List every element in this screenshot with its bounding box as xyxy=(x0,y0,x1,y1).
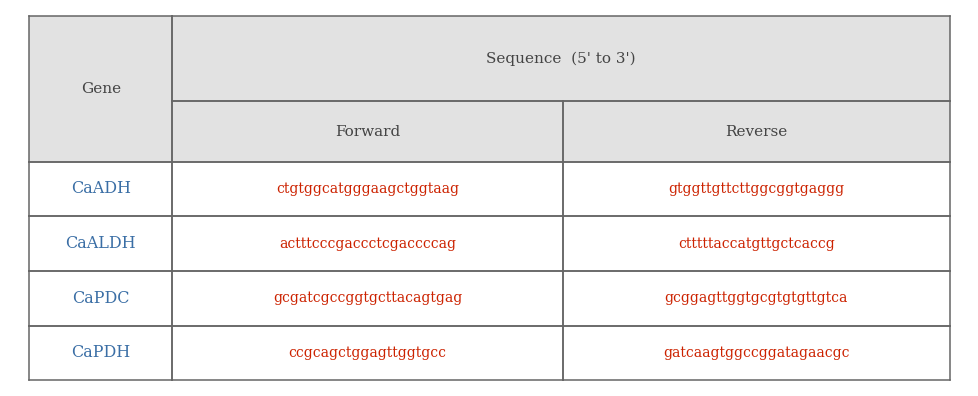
Text: Sequence  (5' to 3'): Sequence (5' to 3') xyxy=(485,51,635,66)
Text: gtggttgttcttggcggtgaggg: gtggttgttcttggcggtgaggg xyxy=(668,182,844,196)
Text: gcggagttggtgcgtgtgttgtca: gcggagttggtgcgtgtgttgtca xyxy=(664,291,847,305)
Text: ctgtggcatgggaagctggtaag: ctgtggcatgggaagctggtaag xyxy=(276,182,459,196)
Polygon shape xyxy=(562,101,949,162)
Text: gatcaagtggccggatagaacgc: gatcaagtggccggatagaacgc xyxy=(662,346,849,360)
Polygon shape xyxy=(562,162,949,216)
Polygon shape xyxy=(562,216,949,271)
Polygon shape xyxy=(172,16,949,101)
Text: CaPDH: CaPDH xyxy=(71,345,130,361)
Text: Reverse: Reverse xyxy=(725,124,786,139)
Text: ccgcagctggagttggtgcc: ccgcagctggagttggtgcc xyxy=(289,346,446,360)
Text: actttcccgaccctcgaccccag: actttcccgaccctcgaccccag xyxy=(279,236,456,251)
Polygon shape xyxy=(562,326,949,380)
Text: Forward: Forward xyxy=(334,124,400,139)
Text: ctttttaccatgttgctcaccg: ctttttaccatgttgctcaccg xyxy=(678,236,834,251)
Polygon shape xyxy=(172,101,562,162)
Text: CaPDC: CaPDC xyxy=(71,290,129,307)
Polygon shape xyxy=(29,216,172,271)
Polygon shape xyxy=(29,162,172,216)
Polygon shape xyxy=(29,326,172,380)
Polygon shape xyxy=(172,162,562,216)
Polygon shape xyxy=(172,271,562,326)
Polygon shape xyxy=(29,271,172,326)
Polygon shape xyxy=(562,271,949,326)
Polygon shape xyxy=(29,16,172,162)
Text: Gene: Gene xyxy=(80,82,120,96)
Text: CaADH: CaADH xyxy=(70,181,130,197)
Text: gcgatcgccggtgcttacagtgag: gcgatcgccggtgcttacagtgag xyxy=(273,291,462,305)
Text: CaALDH: CaALDH xyxy=(66,235,136,252)
Polygon shape xyxy=(172,216,562,271)
Polygon shape xyxy=(172,326,562,380)
